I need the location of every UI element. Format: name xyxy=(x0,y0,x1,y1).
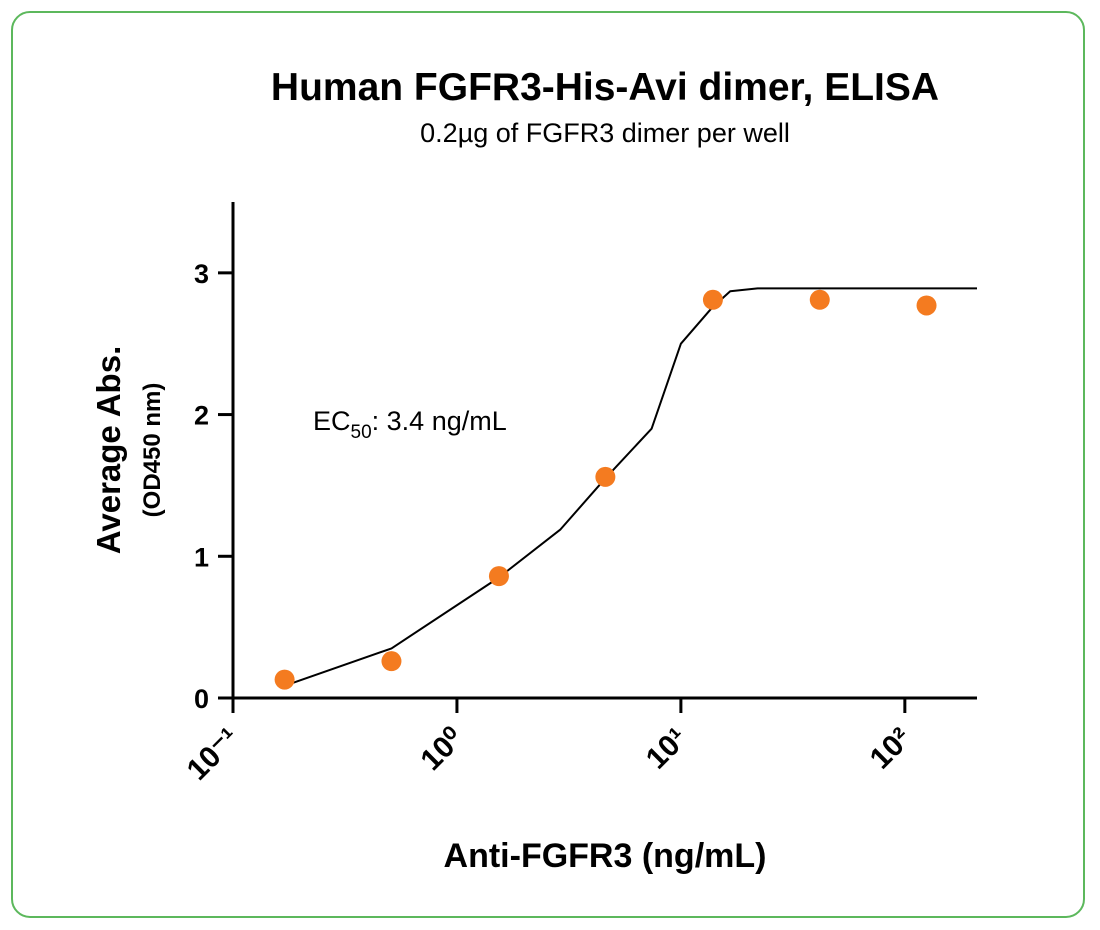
y-axis-label: Average Abs. xyxy=(90,346,127,554)
chart-title: Human FGFR3-His-Avi dimer, ELISA xyxy=(271,66,939,109)
data-point xyxy=(488,566,509,587)
annotation-subscript: 50 xyxy=(351,422,372,443)
data-point xyxy=(702,289,723,310)
annotation-suffix: : 3.4 ng/mL xyxy=(372,406,507,436)
fit-curve xyxy=(289,287,977,685)
x-axis-label: Anti-FGFR3 (ng/mL) xyxy=(444,837,767,875)
data-point xyxy=(595,466,616,487)
annotation: EC50: 3.4 ng/mL xyxy=(313,406,507,443)
data-point xyxy=(916,295,937,316)
y-tick-label: 0 xyxy=(194,684,209,714)
y-axis-sublabel: (OD450 nm) xyxy=(139,383,166,518)
data-point xyxy=(274,669,295,690)
y-tick-label: 1 xyxy=(194,542,209,572)
frame xyxy=(11,11,1085,918)
y-tick-label: 2 xyxy=(194,401,209,431)
chart-subtitle: 0.2µg of FGFR3 dimer per well xyxy=(420,118,790,148)
data-point xyxy=(381,651,402,672)
y-tick-label: 3 xyxy=(194,259,209,289)
data-point xyxy=(809,289,830,310)
annotation-prefix: EC xyxy=(313,406,351,436)
